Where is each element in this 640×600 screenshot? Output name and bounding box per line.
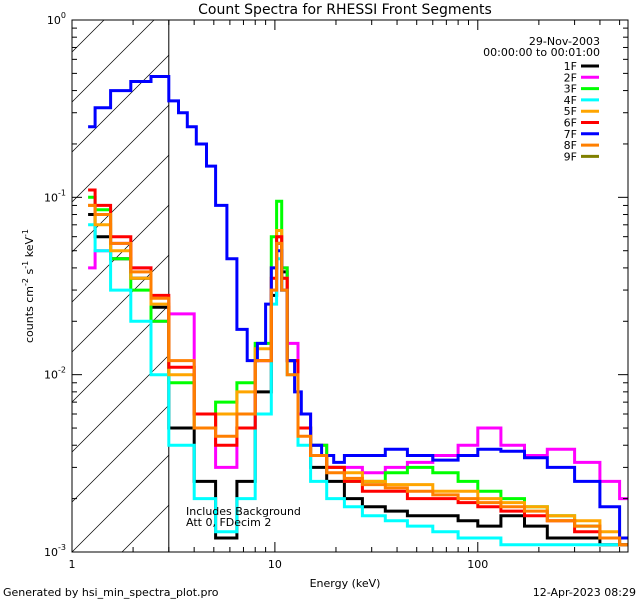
y-tick-label: 10-3	[44, 543, 66, 559]
annotation-background: Includes Background	[186, 505, 301, 518]
y-axis-label: counts cm-2 s-1 keV-1	[21, 229, 36, 343]
legend-label-2F: 2F	[564, 71, 577, 84]
legend-label-6F: 6F	[564, 117, 577, 130]
x-axis-label: Energy (keV)	[310, 577, 381, 590]
annotation-attenuator: Att 0, FDecim 2	[186, 516, 271, 529]
hatch-line	[72, 204, 169, 303]
series-line-8F	[88, 203, 628, 547]
observation-date: 29-Nov-2003	[529, 35, 600, 48]
legend-label-3F: 3F	[564, 83, 577, 96]
hatch-line	[72, 454, 169, 552]
legend-label-4F: 4F	[564, 94, 577, 107]
hatch-line	[72, 404, 169, 503]
y-tick-label: 10-2	[44, 366, 66, 382]
footer-generated-by: Generated by hsi_min_spectra_plot.pro	[3, 586, 219, 599]
x-tick-label: 100	[467, 558, 488, 571]
legend-label-5F: 5F	[564, 105, 577, 118]
shaded-region	[72, 20, 170, 552]
hatch-line	[72, 104, 169, 203]
legend-label-8F: 8F	[564, 139, 577, 152]
x-tick-label: 1	[69, 558, 76, 571]
legend-label-1F: 1F	[564, 60, 577, 73]
chart-title: Count Spectra for RHESSI Front Segments	[198, 2, 492, 18]
legend-label-7F: 7F	[564, 128, 577, 141]
footer-timestamp: 12-Apr-2023 08:29	[533, 586, 636, 599]
y-tick-label: 100	[47, 11, 66, 27]
y-tick-label: 10-1	[44, 188, 66, 204]
series-layer	[88, 75, 628, 547]
legend-label-9F: 9F	[564, 150, 577, 163]
plot-frame	[71, 19, 629, 553]
hatch-line	[72, 254, 169, 353]
observation-time-range: 00:00:00 to 00:01:00	[483, 46, 600, 59]
x-tick-label: 10	[268, 558, 282, 571]
hatch-line	[72, 54, 169, 153]
